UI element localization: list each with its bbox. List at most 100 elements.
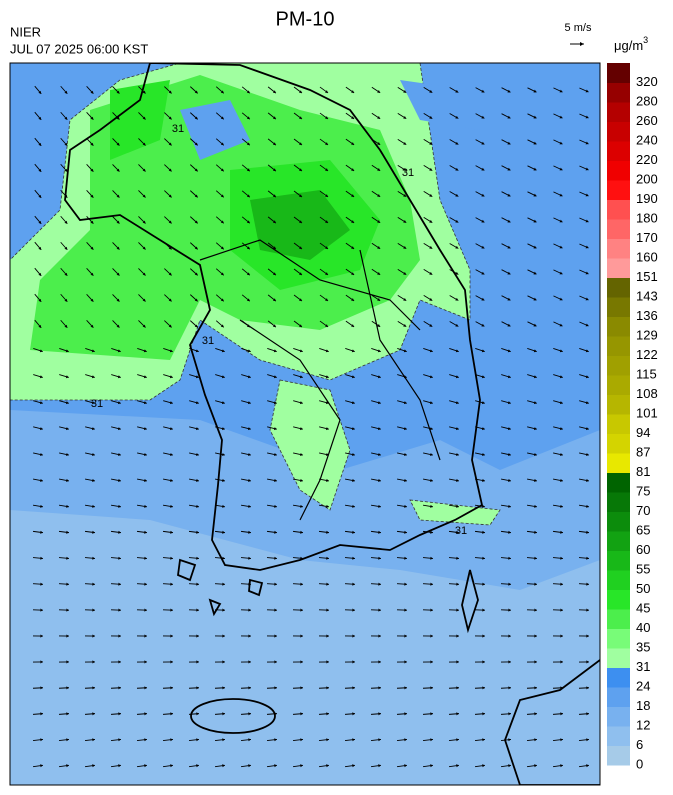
wind-arrowhead [455,219,459,223]
wind-arrowhead [351,116,355,119]
wind-arrowhead [116,324,120,328]
wind-arrowhead [586,686,589,690]
wind-arrowhead [559,115,563,119]
wind-arrowhead [377,194,381,197]
wind-arrowhead [40,608,43,612]
wind-arrowhead [378,504,381,508]
wind-arrowhead [377,324,381,327]
wind-arrowhead [194,324,198,328]
wind-arrowhead [246,246,250,250]
wind-arrowhead [220,90,224,94]
wind-arrowhead [378,660,381,664]
wind-arrowhead [170,504,173,508]
wind-arrowhead [40,738,43,742]
wind-arrowhead [533,245,537,249]
wind-arrowhead [246,272,250,276]
colorbar-swatch [607,687,630,707]
wind-arrowhead [429,427,433,431]
wind-arrowhead [403,349,407,353]
wind-arrowhead [351,142,355,145]
wind-arrowhead [351,324,355,327]
wind-arrowhead [220,194,224,198]
colorbar-label: 180 [636,210,658,225]
wind-arrowhead [404,764,407,768]
wind-arrowhead [273,427,277,431]
wind-arrowhead [272,324,276,328]
wind-arrowhead [326,660,329,664]
wind-arrowhead [585,323,589,327]
wind-arrowhead [481,323,485,327]
wind-arrowhead [300,686,303,690]
unit-base: μg/m [614,38,643,53]
wind-arrowhead [482,452,485,457]
wind-arrowhead [196,738,199,742]
wind-arrowhead [404,634,407,638]
wind-arrowhead [325,349,329,353]
wind-arrowhead [273,375,277,379]
wind-arrowhead [351,194,355,197]
wind-arrowhead [117,427,121,431]
wind-arrowhead [92,608,95,612]
wind-arrowhead [298,324,302,328]
wind-arrowhead [170,634,173,638]
wind-arrowhead [455,401,459,405]
wind-arrowhead [326,608,329,612]
wind-arrowhead [508,452,511,457]
wind-arrowhead [429,219,433,223]
wind-arrowhead [351,375,355,379]
wind-arrowhead [168,324,172,328]
wind-arrowhead [534,530,537,534]
wind-arrowhead [300,764,303,768]
wind-arrowhead [116,298,120,302]
wind-arrowhead [194,194,198,198]
wind-arrowhead [559,401,563,405]
wind-arrowhead [66,738,69,742]
wind-arrowhead [429,115,433,119]
wind-arrowhead [169,375,173,379]
wind-arrowhead [169,427,173,431]
tsushima-coast [461,569,479,634]
wind-arrowhead [482,556,485,560]
wind-arrowhead [404,452,407,457]
wind-arrowhead [507,349,511,353]
wind-arrowhead [508,556,511,560]
colorbar-label: 87 [636,444,650,459]
colorbar-swatch [607,375,630,395]
wind-arrowhead [118,608,121,612]
wind-arrowhead [143,401,147,405]
wind-arrowhead [222,478,225,482]
wind-arrowhead [246,220,250,224]
wind-arrowhead [65,349,69,353]
wind-arrowhead [378,764,381,768]
wind-arrowhead [378,478,381,482]
wind-arrowhead [92,738,95,742]
wind-arrowhead [404,712,407,716]
wind-arrowhead [507,141,511,145]
wind-arrowhead [429,271,433,275]
unit-exponent: 3 [643,35,648,45]
wind-arrowhead [507,297,511,301]
wind-arrowhead [377,401,381,405]
wind-arrowhead [248,686,251,690]
wind-arrowhead [220,298,224,302]
wind-arrowhead [585,219,589,223]
wind-arrowhead [352,764,355,768]
wind-arrowhead [534,712,537,716]
wind-arrowhead [326,556,329,560]
wind-arrowhead [272,142,276,146]
wind-arrowhead [534,764,537,768]
wind-arrowhead [586,478,589,482]
wind-arrowhead [92,478,95,482]
wind-arrowhead [222,556,225,560]
wind-arrowhead [66,608,69,612]
wind-arrowhead [170,686,173,690]
wind-arrowhead [429,375,433,379]
wind-arrowhead [220,272,224,276]
wind-arrowhead [403,167,407,171]
wind-arrowhead [169,349,173,353]
wind-arrowhead [246,90,250,94]
wind-arrowhead [559,323,563,327]
wind-arrowhead [91,401,95,405]
wind-arrowhead [248,634,251,638]
wind-arrowhead [248,608,251,612]
